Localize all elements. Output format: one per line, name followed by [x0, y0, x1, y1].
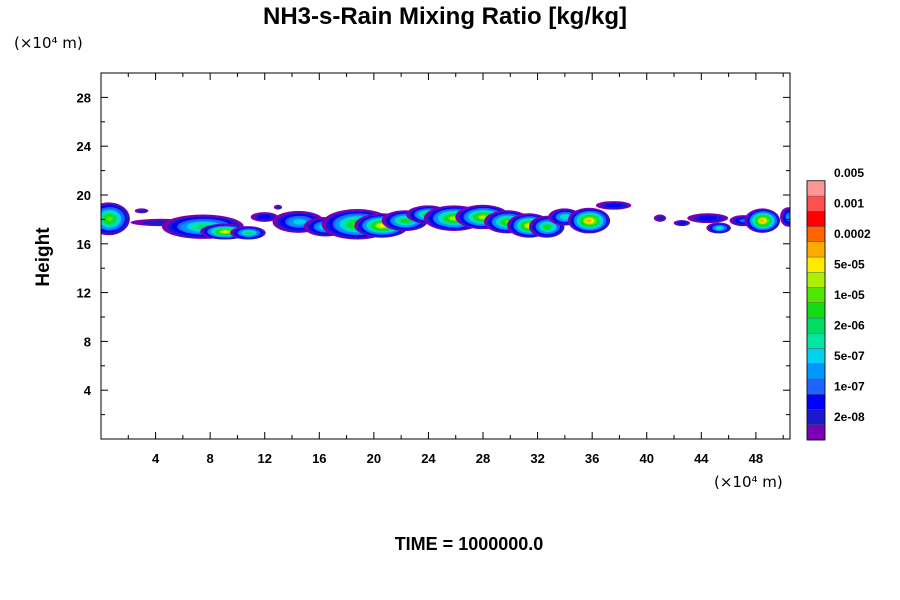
colorbar-swatch — [806, 363, 826, 380]
colorbar-swatch — [806, 211, 826, 227]
colorbar-swatch — [806, 302, 826, 319]
colorbar-swatch — [806, 333, 826, 349]
x-tick-label: 24 — [421, 451, 436, 466]
x-tick-label: 48 — [749, 451, 763, 466]
cloud-cell-5 — [250, 212, 278, 222]
cloud-fragment-3 — [273, 204, 283, 210]
contour-level-6 — [561, 215, 568, 219]
cloud-cell-21 — [706, 222, 731, 234]
y-axis-label: Height — [33, 227, 54, 287]
contour-level-1 — [657, 216, 665, 221]
y-tick-label: 4 — [84, 383, 92, 398]
cloud-cell-0 — [101, 202, 130, 236]
cloud-fragment-0 — [653, 214, 667, 222]
cloud-cell-20 — [687, 213, 729, 224]
x-tick-label: 20 — [367, 451, 381, 466]
contour-level-1 — [276, 206, 282, 210]
colorbar-label: 0.005 — [834, 166, 864, 180]
colorbar-swatch — [806, 256, 826, 273]
contour-level-12 — [760, 219, 765, 223]
colorbar-swatch — [806, 287, 826, 303]
y-tick-label: 12 — [77, 286, 91, 301]
colorbar-swatch — [806, 180, 826, 197]
x-tick-label: 4 — [152, 451, 160, 466]
contour-level-12 — [586, 219, 592, 223]
colorbar-swatch — [806, 394, 826, 410]
colorbar-label: 1e-05 — [834, 288, 865, 302]
colorbar-swatch — [806, 409, 826, 425]
contour-level-2 — [605, 203, 622, 208]
colorbar-swatch — [806, 272, 826, 288]
contour-level-9 — [106, 216, 113, 222]
cloud-cell-19 — [595, 201, 632, 210]
colorbar-swatch — [806, 241, 826, 258]
colorbar-swatch — [806, 378, 826, 395]
colorbar-swatch — [806, 195, 826, 212]
colorbar-swatch — [806, 348, 826, 364]
y-axis-unit-label: (×10⁴ m) — [14, 34, 83, 52]
colorbar-swatch — [806, 424, 826, 441]
contour-level-2 — [698, 216, 717, 221]
colorbar-label: 1e-07 — [834, 380, 865, 394]
y-tick-label: 20 — [77, 188, 91, 203]
cloud-cell-24 — [780, 207, 790, 227]
contour-level-8 — [543, 224, 550, 229]
time-annotation: TIME = 1000000.0 — [395, 534, 544, 554]
colorbar-label: 2e-06 — [834, 319, 865, 333]
colorbar-label: 5e-07 — [834, 349, 865, 363]
x-tick-label: 12 — [257, 451, 271, 466]
x-axis-unit-label: (×10⁴ m) — [714, 473, 783, 491]
plot-frame — [100, 72, 791, 440]
cloud-cell-18 — [567, 207, 611, 234]
x-tick-label: 8 — [207, 451, 214, 466]
cloud-fragment-2 — [134, 208, 149, 214]
contour-level-5 — [293, 219, 306, 225]
colorbar-label: 2e-08 — [834, 410, 865, 424]
x-tick-label: 32 — [530, 451, 544, 466]
contour-level-2 — [678, 221, 686, 225]
colorbar: 0.005 0.001 0.0002 5e-05 1e-05 2e-06 5e-07 1e-0… — [806, 166, 871, 441]
x-tick-label: 16 — [312, 451, 326, 466]
y-tick-label: 8 — [84, 334, 91, 349]
cloud-fragment-1 — [673, 220, 691, 227]
x-tick-label: 36 — [585, 451, 599, 466]
contour-level-10 — [478, 215, 487, 220]
y-tick-label: 28 — [77, 90, 91, 105]
contour-level-7 — [245, 231, 253, 235]
contour-level-1 — [138, 209, 147, 213]
x-tick-label: 44 — [694, 451, 709, 466]
contour-level-11 — [222, 230, 229, 233]
cloud-cell-23 — [744, 208, 781, 233]
colorbar-swatch — [806, 317, 826, 334]
colorbar-swatch — [806, 226, 826, 242]
contour-level-2 — [258, 214, 271, 220]
y-tick-label: 16 — [77, 237, 91, 252]
contour-level-8 — [400, 218, 409, 223]
colorbar-label: 0.0002 — [834, 227, 871, 241]
x-tick-label: 40 — [640, 451, 654, 466]
chart-title: NH3-s-Rain Mixing Ratio [kg/kg] — [263, 3, 627, 30]
cloud-cell-4 — [230, 226, 266, 240]
x-tick-label: 28 — [476, 451, 490, 466]
contour-level-4 — [785, 214, 790, 221]
colorbar-label: 5e-05 — [834, 258, 865, 272]
colorbar-label: 0.001 — [834, 197, 864, 211]
colorbar-frame — [806, 180, 826, 441]
contour-level-6 — [716, 226, 722, 230]
y-tick-label: 24 — [77, 139, 92, 154]
contour-field — [101, 201, 790, 240]
